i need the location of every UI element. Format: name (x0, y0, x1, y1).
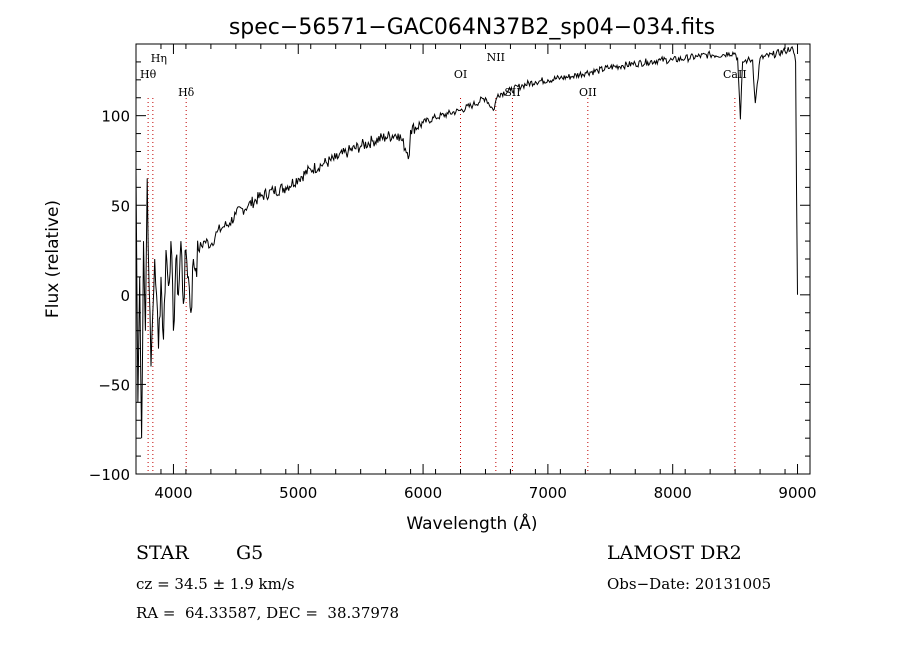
x-tick-label: 9000 (778, 484, 816, 502)
y-tick-label: −50 (98, 376, 130, 394)
x-tick-label: 4000 (154, 484, 192, 502)
y-axis-label: Flux (relative) (43, 200, 63, 318)
line-label: OII (579, 86, 597, 99)
line-label: SII (504, 86, 520, 99)
line-label: CaII (723, 68, 747, 81)
y-tick-label: 0 (120, 287, 130, 305)
spectrum-line (135, 46, 798, 439)
subclass: G5 (236, 542, 264, 564)
x-axis-label: Wavelength (Å) (406, 512, 537, 534)
line-label: Hδ (178, 86, 195, 99)
survey-name: LAMOST DR2 (607, 542, 742, 564)
plot-frame (135, 43, 811, 475)
chart-title: spec−56571−GAC064N37B2_sp04−034.fits (229, 15, 715, 40)
line-label: Hθ (140, 68, 157, 81)
obs-date: Obs−Date: 20131005 (607, 575, 772, 593)
x-tick-label: 5000 (279, 484, 317, 502)
cz-value: cz = 34.5 ± 1.9 km/s (136, 575, 295, 593)
minor-ticks (135, 43, 811, 474)
annotation-lines (147, 98, 736, 474)
y-tick-label: −100 (89, 466, 130, 484)
x-axis-ticks: 4000 5000 6000 7000 8000 9000 (154, 44, 817, 502)
object-type: STAR (136, 542, 189, 564)
y-tick-label: 100 (101, 108, 130, 126)
annotation-labels: Hη Hθ Hδ OI NII SII OII CaII (140, 51, 747, 99)
line-label: OI (454, 68, 467, 81)
x-tick-label: 8000 (654, 484, 692, 502)
y-tick-label: 50 (111, 197, 130, 215)
coordinates: RA = 64.33587, DEC = 38.37978 (136, 604, 400, 622)
y-axis-ticks: −100 −50 0 50 100 (89, 108, 810, 484)
line-label: Hη (151, 52, 167, 65)
x-tick-label: 6000 (404, 484, 442, 502)
x-tick-label: 7000 (529, 484, 567, 502)
line-label: NII (487, 51, 505, 64)
